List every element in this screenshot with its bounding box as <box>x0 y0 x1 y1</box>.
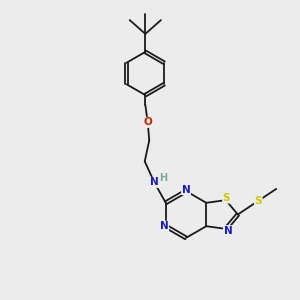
Text: O: O <box>143 117 152 128</box>
Text: N: N <box>150 177 159 188</box>
Text: H: H <box>159 173 167 183</box>
Text: N: N <box>182 184 190 195</box>
Text: S: S <box>223 193 230 203</box>
Text: S: S <box>255 196 262 206</box>
Text: N: N <box>224 226 232 236</box>
Text: N: N <box>160 221 169 231</box>
